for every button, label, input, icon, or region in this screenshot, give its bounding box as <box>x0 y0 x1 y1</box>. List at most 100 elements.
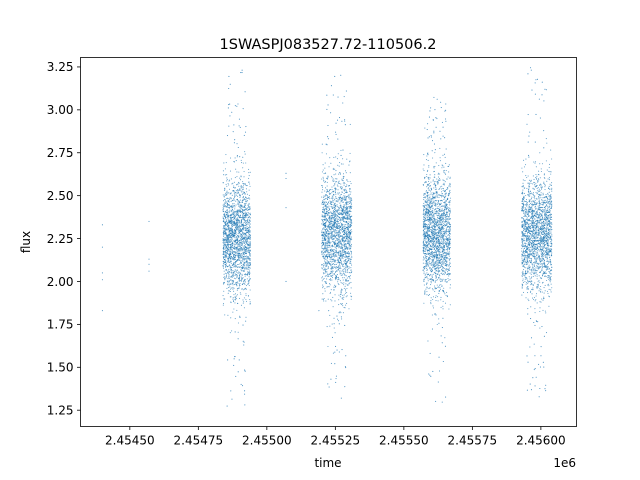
data-point <box>228 180 230 182</box>
data-point <box>434 152 436 154</box>
data-point <box>222 207 224 209</box>
data-point <box>345 288 347 290</box>
data-point <box>227 227 230 229</box>
data-point <box>340 204 342 206</box>
data-point <box>244 235 246 237</box>
data-point <box>248 208 250 211</box>
data-point <box>229 83 231 85</box>
data-point <box>237 266 239 268</box>
data-point <box>244 255 247 258</box>
data-point <box>347 251 349 253</box>
data-point <box>348 234 350 236</box>
data-point <box>226 256 228 258</box>
data-point <box>350 267 352 269</box>
data-point <box>345 231 347 233</box>
data-point <box>240 185 242 187</box>
data-point <box>440 299 442 301</box>
data-point <box>423 170 425 172</box>
data-point <box>430 274 432 276</box>
data-point <box>340 229 342 231</box>
data-point <box>339 267 341 269</box>
data-point <box>233 198 235 200</box>
data-point <box>242 167 244 169</box>
data-point <box>229 179 231 181</box>
data-point <box>240 228 242 230</box>
data-point <box>339 265 341 267</box>
data-point <box>426 155 428 157</box>
data-point <box>229 170 232 172</box>
data-point <box>330 362 332 364</box>
data-point <box>225 224 227 226</box>
data-point <box>249 242 251 244</box>
data-point <box>344 198 346 200</box>
data-point <box>243 249 245 251</box>
data-point <box>324 204 327 206</box>
data-point <box>228 233 230 235</box>
data-point <box>222 233 225 235</box>
data-point <box>241 72 243 74</box>
data-point <box>338 173 340 175</box>
data-point <box>339 236 341 238</box>
data-point <box>224 168 227 170</box>
data-point <box>438 253 441 255</box>
data-point <box>333 286 335 288</box>
data-point <box>240 262 242 264</box>
data-point <box>247 258 249 260</box>
data-point <box>245 316 247 318</box>
data-point <box>343 198 345 200</box>
data-point <box>335 249 337 251</box>
data-point <box>436 323 438 326</box>
data-point <box>345 367 347 369</box>
data-point <box>227 203 229 206</box>
data-point <box>237 243 239 246</box>
data-point <box>243 238 246 240</box>
data-point <box>148 263 150 265</box>
data-point <box>330 267 333 269</box>
data-point <box>231 271 233 273</box>
data-point <box>347 258 349 260</box>
data-point <box>334 286 337 288</box>
data-point <box>351 256 353 258</box>
data-point <box>241 187 243 189</box>
data-point <box>445 228 448 230</box>
data-point <box>247 206 250 208</box>
data-point <box>234 251 237 253</box>
data-point <box>240 253 243 255</box>
data-point <box>245 234 247 236</box>
data-point <box>426 199 428 201</box>
data-point <box>441 194 443 197</box>
data-point <box>329 157 331 159</box>
data-point <box>223 242 225 245</box>
data-point <box>346 228 348 230</box>
data-point <box>332 217 334 219</box>
data-point <box>349 217 352 219</box>
data-point <box>435 258 437 260</box>
data-point <box>325 282 327 285</box>
data-point <box>234 265 237 267</box>
data-point <box>325 221 328 223</box>
data-point <box>437 234 439 237</box>
data-point <box>336 250 338 252</box>
data-point <box>238 203 240 205</box>
data-point <box>341 228 343 230</box>
data-point <box>223 238 225 240</box>
data-point <box>246 265 248 267</box>
data-point <box>337 189 339 191</box>
data-point <box>224 205 227 207</box>
data-point <box>438 292 440 295</box>
data-point <box>333 209 336 211</box>
data-point <box>427 188 429 190</box>
data-point <box>345 283 347 285</box>
data-point <box>340 213 342 215</box>
data-point <box>321 185 323 187</box>
data-point <box>231 212 233 214</box>
data-point <box>430 212 432 214</box>
data-point <box>223 162 225 164</box>
data-point <box>322 264 325 266</box>
data-point <box>327 254 329 256</box>
data-point <box>223 214 225 216</box>
data-point <box>244 219 246 221</box>
data-point <box>437 279 439 281</box>
data-point <box>350 262 352 264</box>
data-point <box>348 241 350 243</box>
